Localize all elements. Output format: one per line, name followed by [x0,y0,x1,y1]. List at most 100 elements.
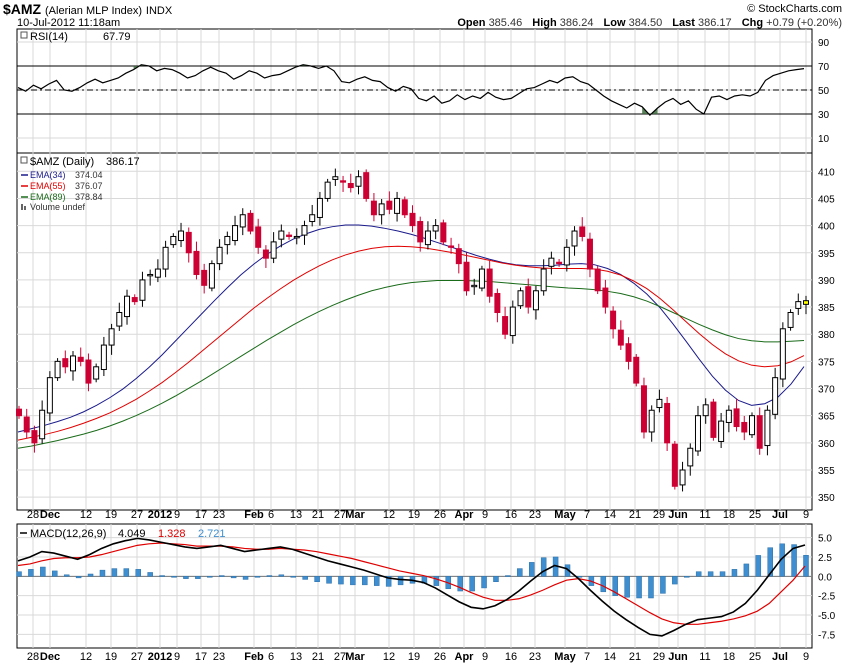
candle-body [201,269,208,286]
candle-body [324,181,331,199]
x-tick-label: 27 [131,651,143,663]
candle-body [517,290,524,307]
candle-body [193,250,200,275]
macd-y-tick-label: -7.5 [818,630,836,641]
macd-histogram-bar [707,571,714,577]
macd-y-tick-label: 2.5 [818,553,832,564]
macd-histogram-bar [147,572,153,577]
candle-body [355,176,362,187]
x-tick-label: 27 [334,651,346,663]
x-tick-label: 26 [434,509,446,521]
candle-body [85,359,92,384]
price-y-tick-label: 405 [818,194,835,205]
candle-body [424,230,431,246]
macd-histogram-bar [16,571,22,577]
macd-histogram-bar [600,576,607,593]
x-tick-label: 9 [803,509,809,521]
price-y-tick-label: 400 [818,222,835,233]
x-tick-label: 29 [653,651,665,663]
x-tick-label: 13 [290,509,302,521]
candle-body [803,300,809,305]
candle-body [347,183,354,189]
x-tick-label: 9 [482,651,488,663]
rsi-legend: RSI(14) 67.79 [20,31,131,43]
x-tick-label: Jul [772,651,788,663]
candle-body [563,246,570,266]
rsi-y-tick-label: 30 [818,110,830,121]
candle-body [486,268,493,297]
ema-line-ema55 [17,245,805,441]
macd-histogram-bar [195,576,201,579]
price-y-tick-label: 380 [818,330,835,341]
candle-body [239,214,246,228]
low-value: 384.50 [628,17,663,29]
candle-body [340,180,347,183]
macd-histogram-bar [302,576,308,580]
macd-histogram-bar [517,568,523,577]
high-label: High [532,17,557,29]
candle-body [725,409,732,423]
candle-body [448,245,455,248]
x-tick-label: 2012 [148,509,172,521]
candle-body [178,230,185,242]
x-tick-label: 27 [131,509,143,521]
ema89-legend-value: 378.84 [75,192,103,202]
price-y-tick-label: 410 [818,167,835,178]
index-name: (Alerian MLP Index) [45,5,143,17]
candle-body [694,415,701,452]
candle-body [440,222,447,243]
rsi-y-tick-label: 90 [818,38,830,49]
candle-body [417,221,424,243]
x-tick-label: 21 [312,509,324,521]
macd-histogram-bar [159,575,165,577]
candle-body [494,292,501,313]
macd-histogram-bar [385,576,392,587]
macd-histogram-bar [767,547,773,577]
candle-body [602,287,609,308]
ema55-legend-label: EMA(55) [30,181,66,191]
x-tick-label: Jun [668,651,688,663]
x-tick-label: Feb [244,509,264,521]
macd-histogram-bar [433,576,440,586]
candle-body [170,235,177,246]
macd-legend-value: 4.049 [118,528,146,540]
macd-y-tick-label: 5.0 [818,534,832,545]
macd-histogram-bar [254,576,261,578]
macd-histogram-bar [28,569,34,577]
macd-histogram-bar [612,576,618,596]
candle-body [741,421,748,433]
x-tick-label: 23 [213,651,225,663]
candle-body [756,415,763,449]
candle-body [671,443,678,487]
candle-body [301,225,308,236]
candle-body [772,377,779,415]
price-legend-value: 386.17 [106,156,140,168]
candle-body [124,295,131,318]
x-tick-label: 13 [290,651,302,663]
candle-body [702,404,709,417]
candle-body [556,261,563,265]
x-tick-label: Feb [244,651,264,663]
axis-labels: 28 Dec 12 19 27 2012 9 17 23 Feb 6 13 21 27 Mar 12 19 26 A… [27,38,836,663]
histogram-legend-value: 2.721 [198,528,226,540]
macd-histogram-bar [338,576,344,585]
candle-body [100,344,107,371]
macd-histogram-bar [684,576,690,578]
candle-body [370,200,377,216]
x-tick-label: 23 [529,651,541,663]
candle-body [571,230,578,247]
macd-histogram-bar [326,576,332,584]
macd-legend-title: MACD(12,26,9) [30,528,106,540]
chg-value: +0.79 (+0.20%) [766,17,842,29]
price-y-tick-label: 360 [818,439,835,450]
macd-histogram-bar [290,576,297,578]
candle-body [455,248,462,265]
open-value: 385.46 [488,17,523,29]
candle-body [309,214,316,223]
x-tick-label: 12 [80,651,92,663]
macd-histogram-bar [373,576,380,586]
macd-histogram-bar [362,576,368,586]
candle-body [54,360,61,379]
ema34-legend-label: EMA(34) [30,170,66,180]
x-tick-label: 11 [699,651,710,663]
